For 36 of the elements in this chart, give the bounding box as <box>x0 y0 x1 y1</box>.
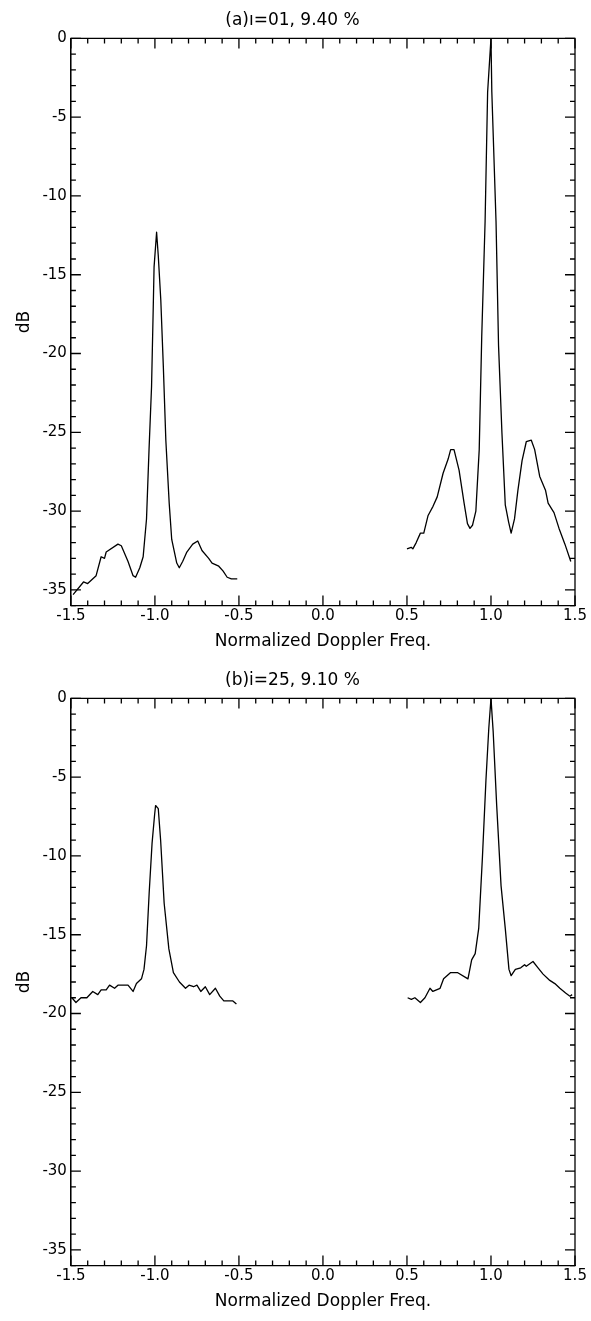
x-tick-label: 1.0 <box>479 606 503 625</box>
x-axis-title: Normalized Doppler Freq. <box>214 630 432 651</box>
y-tick-label: -30 <box>42 500 67 519</box>
x-tick-label: 0.5 <box>395 606 419 625</box>
y-tick-label: 0 <box>57 28 67 47</box>
x-tick-label: 1.5 <box>563 606 587 625</box>
chart-title: (a)ı=01, 9.40 % <box>225 8 360 29</box>
y-tick-label: -10 <box>42 845 67 864</box>
x-tick-label: 1.5 <box>563 1266 587 1285</box>
y-tick-label: -25 <box>42 1082 67 1101</box>
x-tick-label: 0.5 <box>395 1266 419 1285</box>
y-tick-label: -20 <box>42 1003 67 1022</box>
x-tick-label: -1.5 <box>56 1266 86 1285</box>
y-tick-label: -25 <box>42 422 67 441</box>
y-tick-label: -30 <box>42 1160 67 1179</box>
x-tick-label: 0.0 <box>311 606 335 625</box>
y-tick-label: -35 <box>42 579 67 598</box>
y-axis-title: dB <box>12 970 33 994</box>
y-tick-label: -15 <box>42 264 67 283</box>
x-tick-label: 0.0 <box>311 1266 335 1285</box>
y-tick-label: -35 <box>42 1239 67 1258</box>
x-tick-label: -1.0 <box>140 1266 170 1285</box>
x-tick-label: -0.5 <box>224 606 254 625</box>
y-tick-label: 0 <box>57 688 67 707</box>
x-axis-title: Normalized Doppler Freq. <box>214 1290 432 1311</box>
y-tick-label: -20 <box>42 343 67 362</box>
x-tick-label: -1.5 <box>56 606 86 625</box>
y-tick-label: -5 <box>51 767 67 786</box>
y-axis-title: dB <box>12 310 33 334</box>
y-tick-label: -10 <box>42 185 67 204</box>
chart-title: (b)i=25, 9.10 % <box>225 668 360 689</box>
y-tick-label: -5 <box>51 107 67 126</box>
x-tick-label: -1.0 <box>140 606 170 625</box>
x-tick-label: -0.5 <box>224 1266 254 1285</box>
y-tick-label: -15 <box>42 924 67 943</box>
x-tick-label: 1.0 <box>479 1266 503 1285</box>
